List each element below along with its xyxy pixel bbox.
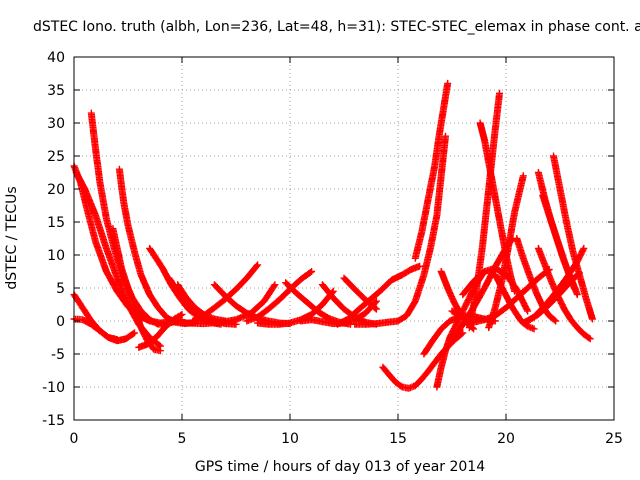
y-tick-label: 5	[56, 281, 65, 297]
series-arc	[334, 262, 424, 328]
series-arc	[485, 172, 527, 332]
series-markers	[411, 79, 452, 262]
series-arc	[534, 244, 594, 343]
x-tick-label: 25	[605, 431, 623, 447]
data-points	[70, 79, 596, 392]
x-tick-label: 5	[178, 431, 187, 447]
x-tick-labels: 0 5 10 15 20 25	[70, 431, 623, 447]
y-axis-title: dSTEC / TECUs	[4, 186, 20, 289]
series-markers	[539, 192, 579, 293]
y-tick-label: -10	[42, 380, 65, 396]
series-arc	[411, 79, 452, 262]
series-markers	[491, 271, 538, 333]
y-tick-label: 25	[47, 149, 65, 165]
chart-title: dSTEC Iono. truth (albh, Lon=236, Lat=48…	[33, 19, 640, 35]
y-tick-label: 15	[47, 215, 65, 231]
x-axis-title: GPS time / hours of day 013 of year 2014	[195, 459, 485, 475]
grid-lines	[74, 57, 614, 420]
x-tick-label: 20	[497, 431, 515, 447]
series-markers	[485, 172, 527, 332]
series-arc	[351, 132, 449, 328]
series-arc	[491, 271, 538, 333]
y-tick-label: 10	[47, 248, 65, 264]
series-markers	[351, 132, 449, 328]
series-arc	[539, 192, 579, 293]
series-markers	[87, 109, 182, 328]
y-tick-label: 20	[47, 182, 65, 198]
series-arc	[70, 315, 138, 345]
series-markers	[550, 152, 596, 323]
y-tick-label: -5	[51, 347, 65, 363]
y-tick-label: 40	[47, 50, 65, 66]
y-tick-label: 0	[56, 314, 65, 330]
series-markers	[534, 244, 594, 343]
y-tick-label: -15	[42, 413, 65, 429]
axis-ticks	[73, 56, 615, 421]
x-tick-label: 15	[389, 431, 407, 447]
series-arc	[87, 109, 182, 328]
x-tick-label: 0	[70, 431, 79, 447]
series-markers	[70, 315, 138, 345]
series-arc	[340, 274, 380, 313]
series-arc	[550, 152, 596, 323]
y-tick-labels: -15 -10 -5 0 5 10 15 20 25 30 35 40	[42, 50, 65, 429]
series-markers	[340, 274, 380, 313]
y-tick-label: 30	[47, 116, 65, 132]
plot-frame	[73, 56, 615, 421]
y-tick-label: 35	[47, 83, 65, 99]
x-tick-label: 10	[281, 431, 299, 447]
series-markers	[524, 269, 583, 325]
series-arc	[524, 269, 583, 325]
series-markers	[334, 262, 424, 328]
